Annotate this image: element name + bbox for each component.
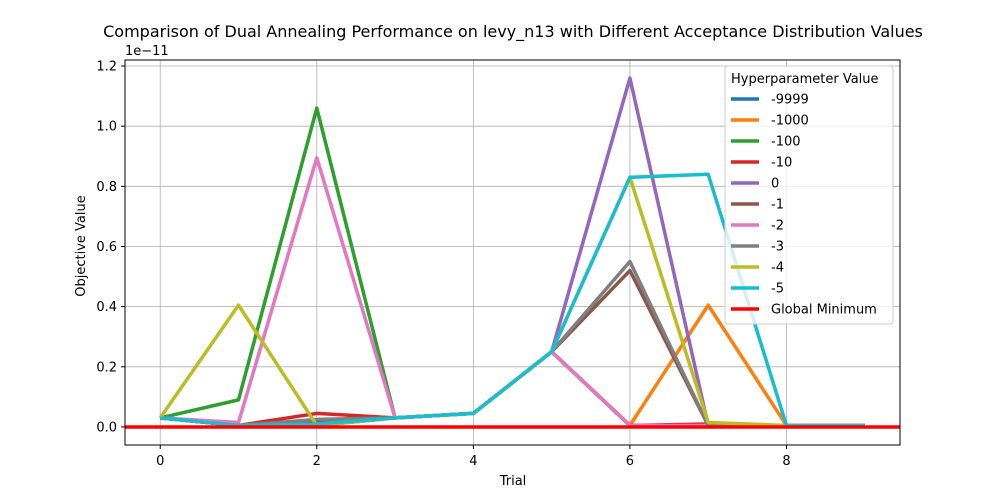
x-axis-ticks: 0 2 4 6 8 — [156, 445, 791, 469]
x-tick-label: 8 — [782, 454, 790, 469]
legend-label: -100 — [771, 135, 801, 150]
x-axis-label: Trial — [499, 474, 527, 489]
y-tick-label: 0.6 — [96, 240, 117, 255]
x-tick-label: 0 — [156, 454, 164, 469]
y-tick-label: 1.2 — [96, 60, 117, 75]
legend: Hyperparameter Value-9999-1000-100-100-1… — [724, 65, 894, 325]
x-tick-label: 6 — [626, 454, 634, 469]
legend-title: Hyperparameter Value — [731, 72, 879, 87]
y-tick-label: 1.0 — [96, 120, 117, 135]
y-tick-label: 0.4 — [96, 300, 117, 315]
legend-label: Global Minimum — [771, 303, 877, 318]
legend-label: -1000 — [771, 114, 809, 129]
y-axis-ticks: 0.0 0.2 0.4 0.6 0.8 1.0 1.2 — [96, 60, 125, 435]
y-tick-label: 0.8 — [96, 180, 117, 195]
legend-label: -10 — [771, 156, 792, 171]
series-line--10 — [160, 350, 865, 428]
legend-label: -9999 — [771, 93, 809, 108]
legend-label: -3 — [771, 240, 784, 255]
legend-box — [724, 65, 894, 325]
legend-label: -1 — [771, 198, 784, 213]
x-tick-label: 4 — [469, 454, 477, 469]
x-tick-label: 2 — [313, 454, 321, 469]
y-tick-label: 0.0 — [96, 420, 117, 435]
plot-frame — [124, 59, 901, 446]
legend-label: -2 — [771, 219, 784, 234]
y-tick-label: 0.2 — [96, 360, 117, 375]
legend-label: 0 — [771, 177, 779, 192]
y-axis-label: Objective Value — [74, 195, 89, 296]
legend-label: -4 — [771, 261, 784, 276]
series-line--9999 — [160, 350, 865, 428]
chart-title: Comparison of Dual Annealing Performance… — [103, 22, 923, 42]
y-offset-label: 1e−11 — [125, 44, 169, 59]
legend-label: -5 — [771, 282, 784, 297]
